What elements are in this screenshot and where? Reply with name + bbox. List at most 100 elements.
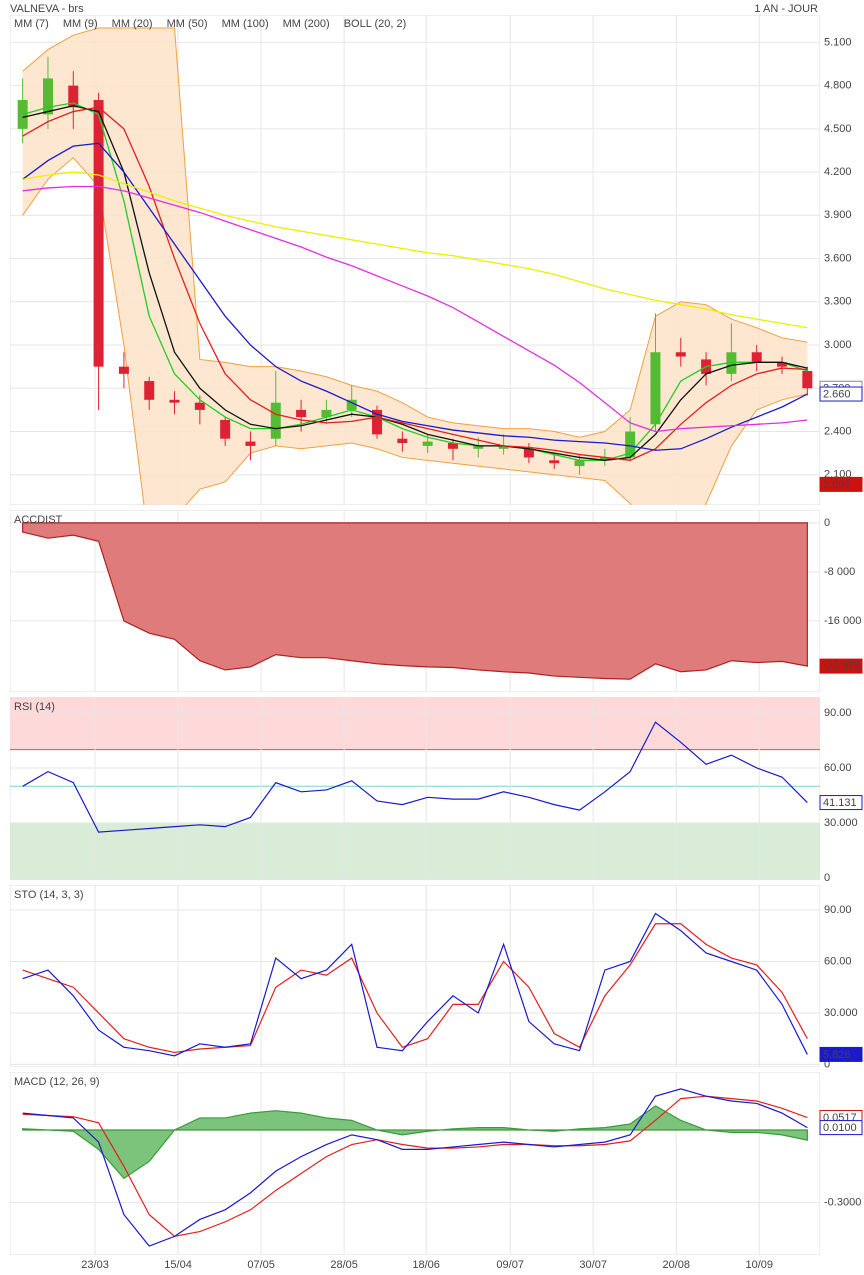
y-tick-label: 0 xyxy=(824,872,830,884)
candle-body xyxy=(372,409,383,435)
candle-body xyxy=(296,409,307,418)
value-box xyxy=(819,658,863,674)
candle-body xyxy=(68,85,79,108)
candle-body xyxy=(245,441,256,446)
y-tick-label: 0 xyxy=(824,1058,830,1070)
x-tick-label: 30/07 xyxy=(579,1259,607,1271)
value-box-label: 5.826 xyxy=(823,1049,851,1061)
y-tick-label: 60.00 xyxy=(824,762,852,774)
candle-body xyxy=(574,460,585,467)
candle-body xyxy=(270,402,281,439)
candle-body xyxy=(751,352,762,363)
x-tick-label: 23/03 xyxy=(81,1259,109,1271)
candle-body xyxy=(118,366,129,374)
line xyxy=(22,1095,808,1238)
chart-period: 1 AN - JOUR xyxy=(754,3,818,15)
panel-title: STO (14, 3, 3) xyxy=(14,889,84,901)
legend-entry: MM (200) xyxy=(283,18,330,30)
legend-entry: MM (9) xyxy=(63,18,98,30)
y-tick-label: 90.00 xyxy=(824,904,852,916)
line xyxy=(22,105,808,461)
x-tick-label: 10/09 xyxy=(745,1259,773,1271)
panel xyxy=(10,15,820,505)
candle-body xyxy=(169,399,180,403)
candle-body xyxy=(777,362,788,367)
candle-body xyxy=(42,78,53,115)
panel xyxy=(10,885,820,1067)
legend-entry: MM (100) xyxy=(222,18,269,30)
line xyxy=(22,721,808,833)
candle-body xyxy=(726,352,737,374)
y-tick-label: 5.100 xyxy=(824,36,852,48)
line xyxy=(22,923,808,1054)
oversold-zone xyxy=(10,822,820,880)
y-tick-label: 3.600 xyxy=(824,252,852,264)
panel xyxy=(10,510,820,692)
panel xyxy=(10,697,820,880)
candle-body xyxy=(194,402,205,410)
candle-body xyxy=(220,419,231,439)
line xyxy=(22,171,808,329)
candle-body xyxy=(397,438,408,444)
y-tick-label: 3.900 xyxy=(824,209,852,221)
candle-body xyxy=(144,381,155,400)
candle-body xyxy=(523,448,534,458)
panel-title: RSI (14) xyxy=(14,701,55,713)
overbought-zone xyxy=(10,697,820,750)
area xyxy=(22,522,808,680)
y-tick-label: 3.300 xyxy=(824,296,852,308)
line xyxy=(22,142,808,451)
y-tick-label: 0 xyxy=(824,517,830,529)
x-tick-label: 09/07 xyxy=(496,1259,524,1271)
panel-frame xyxy=(10,885,820,1067)
panel xyxy=(10,1072,820,1255)
candle-body xyxy=(650,352,661,425)
candle-body xyxy=(802,370,813,389)
y-tick-label: 4.500 xyxy=(824,123,852,135)
line xyxy=(22,106,808,461)
line xyxy=(22,185,808,433)
value-box-label: 2.660 xyxy=(823,388,851,400)
y-tick-label: -16 000 xyxy=(824,615,861,627)
y-tick-label: 2.400 xyxy=(824,425,852,437)
candle-body xyxy=(473,445,484,449)
candle-body xyxy=(599,457,610,461)
candle-body xyxy=(422,441,433,446)
candle-body xyxy=(321,409,332,418)
candle-body xyxy=(346,399,357,410)
candle-body xyxy=(498,445,509,449)
line xyxy=(22,912,808,1057)
band-lower xyxy=(22,156,808,505)
x-tick-label: 28/05 xyxy=(330,1259,358,1271)
panel-title: ACCDIST xyxy=(14,514,63,526)
legend-entry: MM (7) xyxy=(14,18,49,30)
y-tick-label: -8 000 xyxy=(824,566,855,578)
value-box-label: 0.0100 xyxy=(823,1122,857,1134)
x-tick-label: 07/05 xyxy=(247,1259,275,1271)
band-fill xyxy=(22,27,808,505)
y-tick-label: 4.200 xyxy=(824,166,852,178)
value-box xyxy=(819,795,863,811)
y-tick-label: 4.800 xyxy=(824,80,852,92)
value-box xyxy=(819,476,863,492)
value-box xyxy=(819,1046,863,1062)
line xyxy=(22,1088,808,1247)
y-tick-label: 30.000 xyxy=(824,1007,858,1019)
candle-body xyxy=(93,100,104,367)
panel-title: MACD (12, 26, 9) xyxy=(14,1076,100,1088)
chart-title: VALNEVA - brs xyxy=(10,3,84,15)
value-box-label: 41.131 xyxy=(823,797,857,809)
value-box-label: -23 375 xyxy=(823,661,860,673)
y-tick-label: 60.00 xyxy=(824,955,852,967)
value-box xyxy=(819,386,863,402)
area xyxy=(22,1105,808,1180)
candle-body xyxy=(549,460,560,464)
candle-body xyxy=(625,431,636,458)
legend-entry: MM (50) xyxy=(167,18,208,30)
value-box-label: 2.033 xyxy=(823,479,851,491)
legend-entry: MM (20) xyxy=(112,18,153,30)
y-tick-label: 30.000 xyxy=(824,817,858,829)
value-box xyxy=(819,1120,863,1136)
y-tick-label: 90.00 xyxy=(824,707,852,719)
